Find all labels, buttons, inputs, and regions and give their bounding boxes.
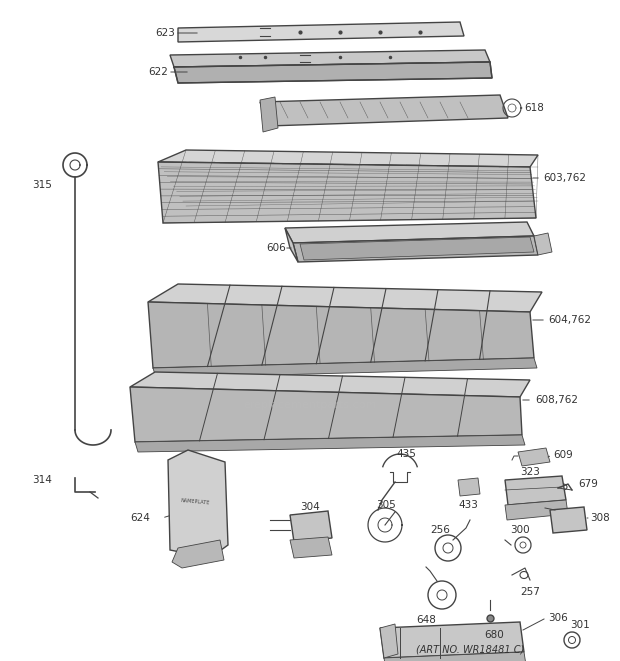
- Text: 618: 618: [524, 103, 544, 113]
- Polygon shape: [534, 233, 552, 255]
- Text: 623: 623: [155, 28, 175, 38]
- Polygon shape: [458, 478, 480, 496]
- Polygon shape: [130, 387, 522, 442]
- Polygon shape: [260, 95, 508, 126]
- Polygon shape: [178, 22, 464, 42]
- Polygon shape: [158, 150, 538, 167]
- Text: 624: 624: [130, 513, 150, 523]
- Text: 435: 435: [396, 449, 416, 459]
- Polygon shape: [380, 622, 524, 658]
- Text: 300: 300: [510, 525, 529, 535]
- Text: (ART NO. WR18481 C): (ART NO. WR18481 C): [416, 645, 524, 655]
- Text: NAMEPLATE: NAMEPLATE: [180, 498, 210, 506]
- Polygon shape: [130, 372, 530, 397]
- Polygon shape: [384, 652, 526, 661]
- Text: 679: 679: [578, 479, 598, 489]
- Text: 304: 304: [300, 502, 320, 512]
- Text: 301: 301: [570, 620, 590, 630]
- Text: 305: 305: [376, 500, 396, 510]
- Polygon shape: [285, 228, 298, 262]
- Polygon shape: [505, 500, 568, 520]
- Text: 622: 622: [148, 67, 168, 77]
- Polygon shape: [170, 50, 490, 67]
- Polygon shape: [158, 162, 536, 223]
- Text: 606: 606: [266, 243, 286, 253]
- Text: 609: 609: [553, 450, 573, 460]
- Text: 314: 314: [32, 475, 52, 485]
- Text: 608,762: 608,762: [535, 395, 578, 405]
- Polygon shape: [550, 507, 587, 533]
- Text: 648: 648: [416, 615, 436, 625]
- Polygon shape: [172, 540, 224, 568]
- Polygon shape: [153, 358, 537, 378]
- Text: 315: 315: [32, 180, 52, 190]
- Polygon shape: [148, 284, 542, 312]
- Polygon shape: [168, 450, 228, 558]
- Polygon shape: [285, 222, 534, 243]
- Text: 257: 257: [520, 587, 540, 597]
- Polygon shape: [300, 237, 534, 260]
- Text: 433: 433: [458, 500, 478, 510]
- Polygon shape: [290, 537, 332, 558]
- Text: 308: 308: [590, 513, 609, 523]
- Text: 680: 680: [484, 630, 503, 640]
- Polygon shape: [135, 435, 525, 452]
- Text: 306: 306: [548, 613, 568, 623]
- Polygon shape: [293, 236, 538, 262]
- Polygon shape: [260, 97, 278, 132]
- Text: 256: 256: [430, 525, 450, 535]
- Text: 323: 323: [520, 467, 540, 477]
- Text: 603,762: 603,762: [543, 173, 586, 183]
- Polygon shape: [380, 624, 398, 658]
- Polygon shape: [174, 62, 492, 83]
- Polygon shape: [148, 302, 534, 368]
- Text: 604,762: 604,762: [548, 315, 591, 325]
- Text: ereplacementparts.com: ereplacementparts.com: [243, 400, 377, 410]
- Polygon shape: [290, 511, 332, 542]
- Polygon shape: [505, 476, 566, 505]
- Polygon shape: [518, 448, 550, 466]
